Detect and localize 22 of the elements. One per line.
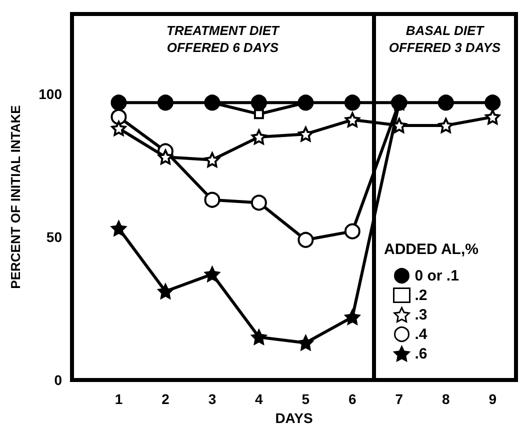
x-tick-label: 1	[114, 391, 123, 407]
x-tick-label: 6	[348, 391, 357, 407]
legend-label: .4	[414, 326, 428, 343]
x-tick-label: 2	[162, 391, 170, 407]
annotation: TREATMENT DIET OFFERED 6 DAYS	[166, 23, 280, 55]
y-axis-title: PERCENT OF INITIAL INTAKE	[8, 104, 23, 289]
legend-title: ADDED AL,%	[384, 241, 478, 258]
x-tick-label: 9	[488, 391, 497, 407]
legend-label: 0 or .1	[414, 267, 459, 284]
legend-label: .3	[414, 306, 428, 324]
annotation: BASAL DIET OFFERED 3 DAYS	[388, 23, 501, 55]
x-tick-label: 7	[395, 391, 404, 407]
x-tick-label: 8	[442, 391, 450, 407]
legend-label: .6	[414, 345, 428, 362]
x-axis-title: DAYS	[275, 410, 313, 426]
y-tick-label: 100	[38, 86, 62, 102]
x-tick-label: 3	[208, 391, 216, 407]
y-tick-label: 0	[54, 372, 62, 388]
x-tick-label: 5	[302, 391, 310, 407]
legend-label: .2	[414, 286, 428, 304]
y-tick-label: 50	[46, 229, 62, 246]
x-tick-label: 4	[255, 391, 264, 407]
